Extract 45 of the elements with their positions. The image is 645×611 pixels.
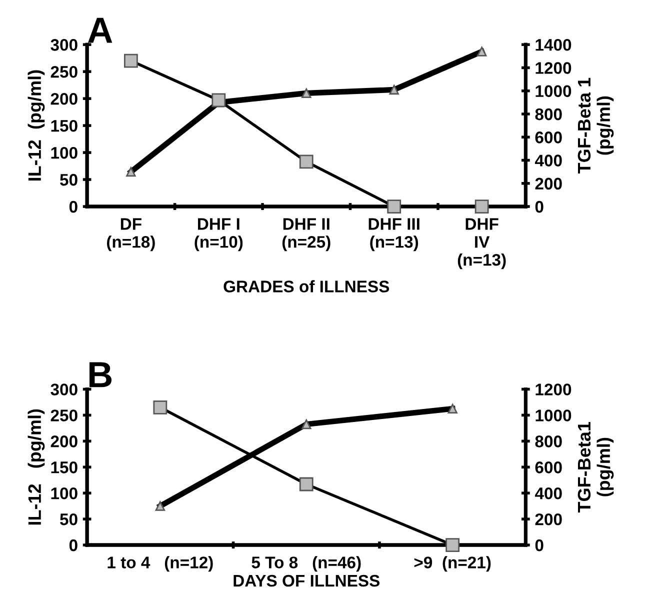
y-tick-label: 150 — [51, 462, 78, 474]
y2-tick-label: 1000 — [536, 410, 572, 422]
y2-tick-label: 800 — [535, 108, 562, 120]
y-axis-title: IL-12 (pg/ml) — [28, 409, 45, 525]
x-tick-label: DHF II (n=25) — [282, 218, 330, 252]
chart-title: B — [89, 362, 112, 388]
y2-tick-label: 200 — [535, 513, 562, 526]
y-tick-label: 300 — [50, 384, 78, 396]
y-tick-label: 200 — [50, 92, 78, 105]
y2-tick-label: 1200 — [536, 384, 572, 396]
y2-axis-title: TGF-Beta1 (pg/ml) — [578, 422, 614, 513]
y2-tick-label: 0 — [535, 539, 544, 552]
y2-tick-label: 400 — [534, 487, 562, 500]
y2-tick-label: 200 — [535, 178, 562, 190]
y2-tick-label: 0 — [535, 200, 544, 213]
y2-tick-label: 600 — [535, 132, 562, 144]
y2-tick-label: 1200 — [536, 62, 572, 74]
y-tick-label: 100 — [51, 146, 78, 159]
y-tick-label: 0 — [69, 200, 78, 213]
y-tick-label: 50 — [60, 513, 78, 526]
x-tick-label: 1 to 4 (n=12) — [108, 556, 213, 572]
y-tick-label: 50 — [60, 174, 78, 186]
y-tick-label: 200 — [50, 436, 78, 448]
y2-tick-label: 400 — [534, 154, 562, 166]
y-tick-label: 250 — [50, 66, 78, 78]
y-tick-label: 100 — [51, 487, 78, 500]
y2-tick-label: 1400 — [536, 39, 572, 51]
chart-title: A — [88, 18, 112, 43]
y2-tick-label: 600 — [535, 462, 562, 474]
x-tick-label: 5 To 8 (n=46) — [252, 556, 361, 572]
y-tick-label: 150 — [51, 120, 78, 132]
y-tick-label: 250 — [50, 410, 78, 422]
x-tick-label: >9 (n=21) — [414, 556, 491, 572]
x-axis-title: GRADES of ILLNESS — [224, 280, 390, 292]
x-tick-label: DHF IV (n=13) — [458, 218, 506, 270]
x-tick-label: DHF I (n=10) — [194, 218, 243, 252]
y2-tick-label: 800 — [535, 436, 562, 448]
y-axis-title: IL-12 (pg/ml) — [28, 70, 45, 181]
x-tick-label: DF (n=18) — [106, 218, 155, 252]
y-tick-label: 300 — [50, 39, 78, 51]
y2-axis-title: TGF-Beta 1 (pg/ml) — [578, 78, 614, 174]
x-tick-label: DHF III (n=13) — [368, 218, 420, 252]
x-axis-title: DAYS OF ILLNESS — [234, 574, 380, 587]
y2-tick-label: 1000 — [536, 85, 572, 98]
y-tick-label: 0 — [69, 539, 78, 552]
